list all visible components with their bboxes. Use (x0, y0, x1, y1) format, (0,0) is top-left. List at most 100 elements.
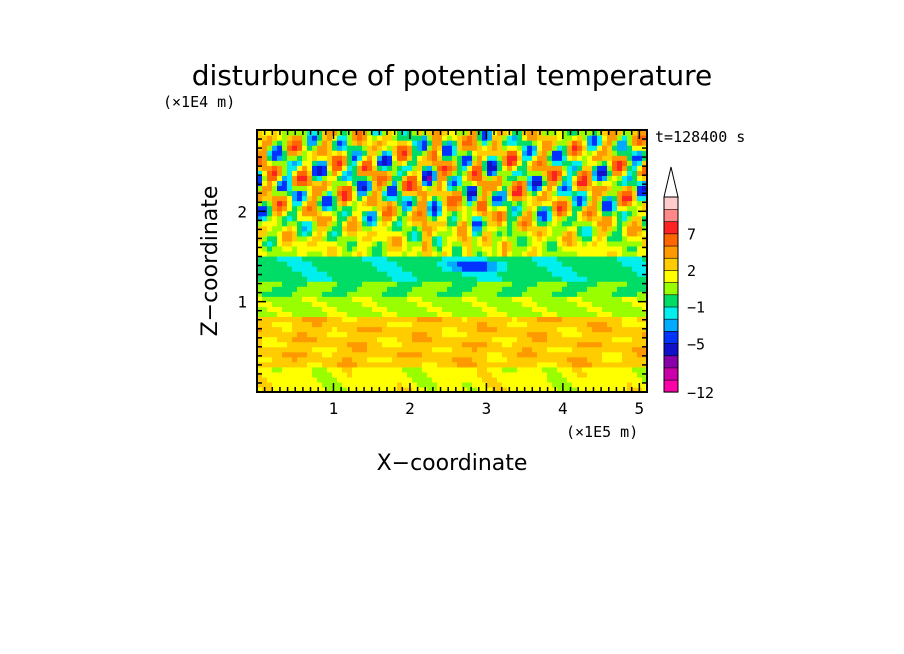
contour-cell (562, 250, 568, 257)
contour-cell (587, 361, 593, 368)
contour-cell (537, 306, 543, 312)
contour-cell (277, 291, 283, 297)
contour-cell (462, 326, 468, 333)
contour-cell (557, 135, 563, 141)
contour-cell (432, 356, 438, 363)
contour-cell (522, 341, 528, 348)
contour-cell (397, 210, 403, 217)
contour-cell (582, 341, 588, 348)
contour-cell (532, 281, 538, 287)
contour-cell (332, 155, 338, 161)
contour-cell (337, 351, 343, 358)
contour-cell (412, 306, 418, 312)
contour-cell (532, 356, 538, 363)
contour-cell (527, 200, 533, 207)
contour-cell (562, 150, 568, 156)
contour-cell (567, 331, 573, 338)
contour-cell (487, 240, 493, 247)
contour-cell (472, 180, 478, 187)
contour-cell (612, 215, 618, 222)
contour-cell (617, 195, 623, 202)
contour-cell (612, 361, 618, 368)
contour-cell (572, 225, 578, 232)
contour-cell (547, 306, 553, 312)
contour-cell (417, 376, 423, 383)
contour-cell (582, 281, 588, 287)
contour-cell (392, 346, 398, 353)
contour-cell (397, 376, 403, 383)
contour-cell (262, 225, 268, 232)
contour-cell (637, 250, 643, 257)
contour-cell (437, 200, 443, 207)
contour-cell (277, 336, 283, 343)
contour-cell (522, 261, 528, 267)
contour-cell (562, 271, 568, 277)
contour-cell (532, 235, 538, 242)
contour-cell (492, 255, 498, 262)
contour-cell (457, 306, 463, 312)
contour-cell (482, 245, 488, 252)
contour-cell (352, 316, 358, 323)
contour-cell (577, 376, 583, 383)
contour-cell (597, 386, 603, 392)
contour-cell (547, 240, 553, 247)
contour-cell (417, 266, 423, 272)
contour-cell (282, 321, 288, 328)
contour-cell (622, 351, 628, 358)
contour-cell (467, 240, 473, 247)
contour-cell (462, 371, 468, 378)
contour-cell (582, 331, 588, 338)
contour-cell (567, 235, 573, 242)
contour-cell (557, 366, 563, 373)
contour-cell (472, 155, 478, 161)
contour-cell (552, 165, 558, 171)
contour-cell (412, 160, 418, 166)
contour-cell (352, 130, 358, 136)
contour-cell (572, 185, 578, 192)
contour-cell (302, 381, 308, 388)
contour-cell (567, 276, 573, 282)
contour-cell (462, 230, 468, 237)
contour-cell (342, 155, 348, 161)
contour-cell (297, 386, 303, 392)
contour-cell (497, 331, 503, 338)
contour-cell (282, 170, 288, 176)
contour-cell (572, 286, 578, 292)
contour-cell (627, 220, 633, 227)
contour-cell (422, 200, 428, 207)
contour-cell (427, 386, 433, 392)
contour-cell (387, 200, 393, 207)
contour-cell (482, 180, 488, 187)
contour-cell (437, 261, 443, 267)
contour-cell (262, 200, 268, 207)
contour-cell (607, 286, 613, 292)
contour-cell (272, 180, 278, 187)
contour-cell (282, 255, 288, 262)
contour-cell (637, 346, 643, 353)
contour-cell (257, 331, 263, 338)
contour-cell (287, 235, 293, 242)
contour-cell (572, 150, 578, 156)
contour-cell (262, 205, 268, 212)
contour-cell (407, 230, 413, 237)
contour-cell (482, 376, 488, 383)
contour-cell (537, 205, 543, 212)
contour-cell (392, 381, 398, 388)
contour-cell (632, 230, 638, 237)
contour-cell (522, 225, 528, 232)
contour-cell (642, 220, 647, 227)
contour-cell (392, 266, 398, 272)
contour-cell (632, 266, 638, 272)
contour-cell (412, 331, 418, 338)
contour-cell (392, 230, 398, 237)
contour-cell (367, 276, 373, 282)
contour-cell (327, 175, 333, 181)
contour-cell (337, 311, 343, 318)
contour-cell (577, 185, 583, 192)
contour-cell (387, 291, 393, 297)
contour-cell (522, 155, 528, 161)
contour-cell (417, 281, 423, 287)
contour-cell (582, 386, 588, 392)
contour-cell (367, 336, 373, 343)
contour-cell (257, 296, 263, 302)
